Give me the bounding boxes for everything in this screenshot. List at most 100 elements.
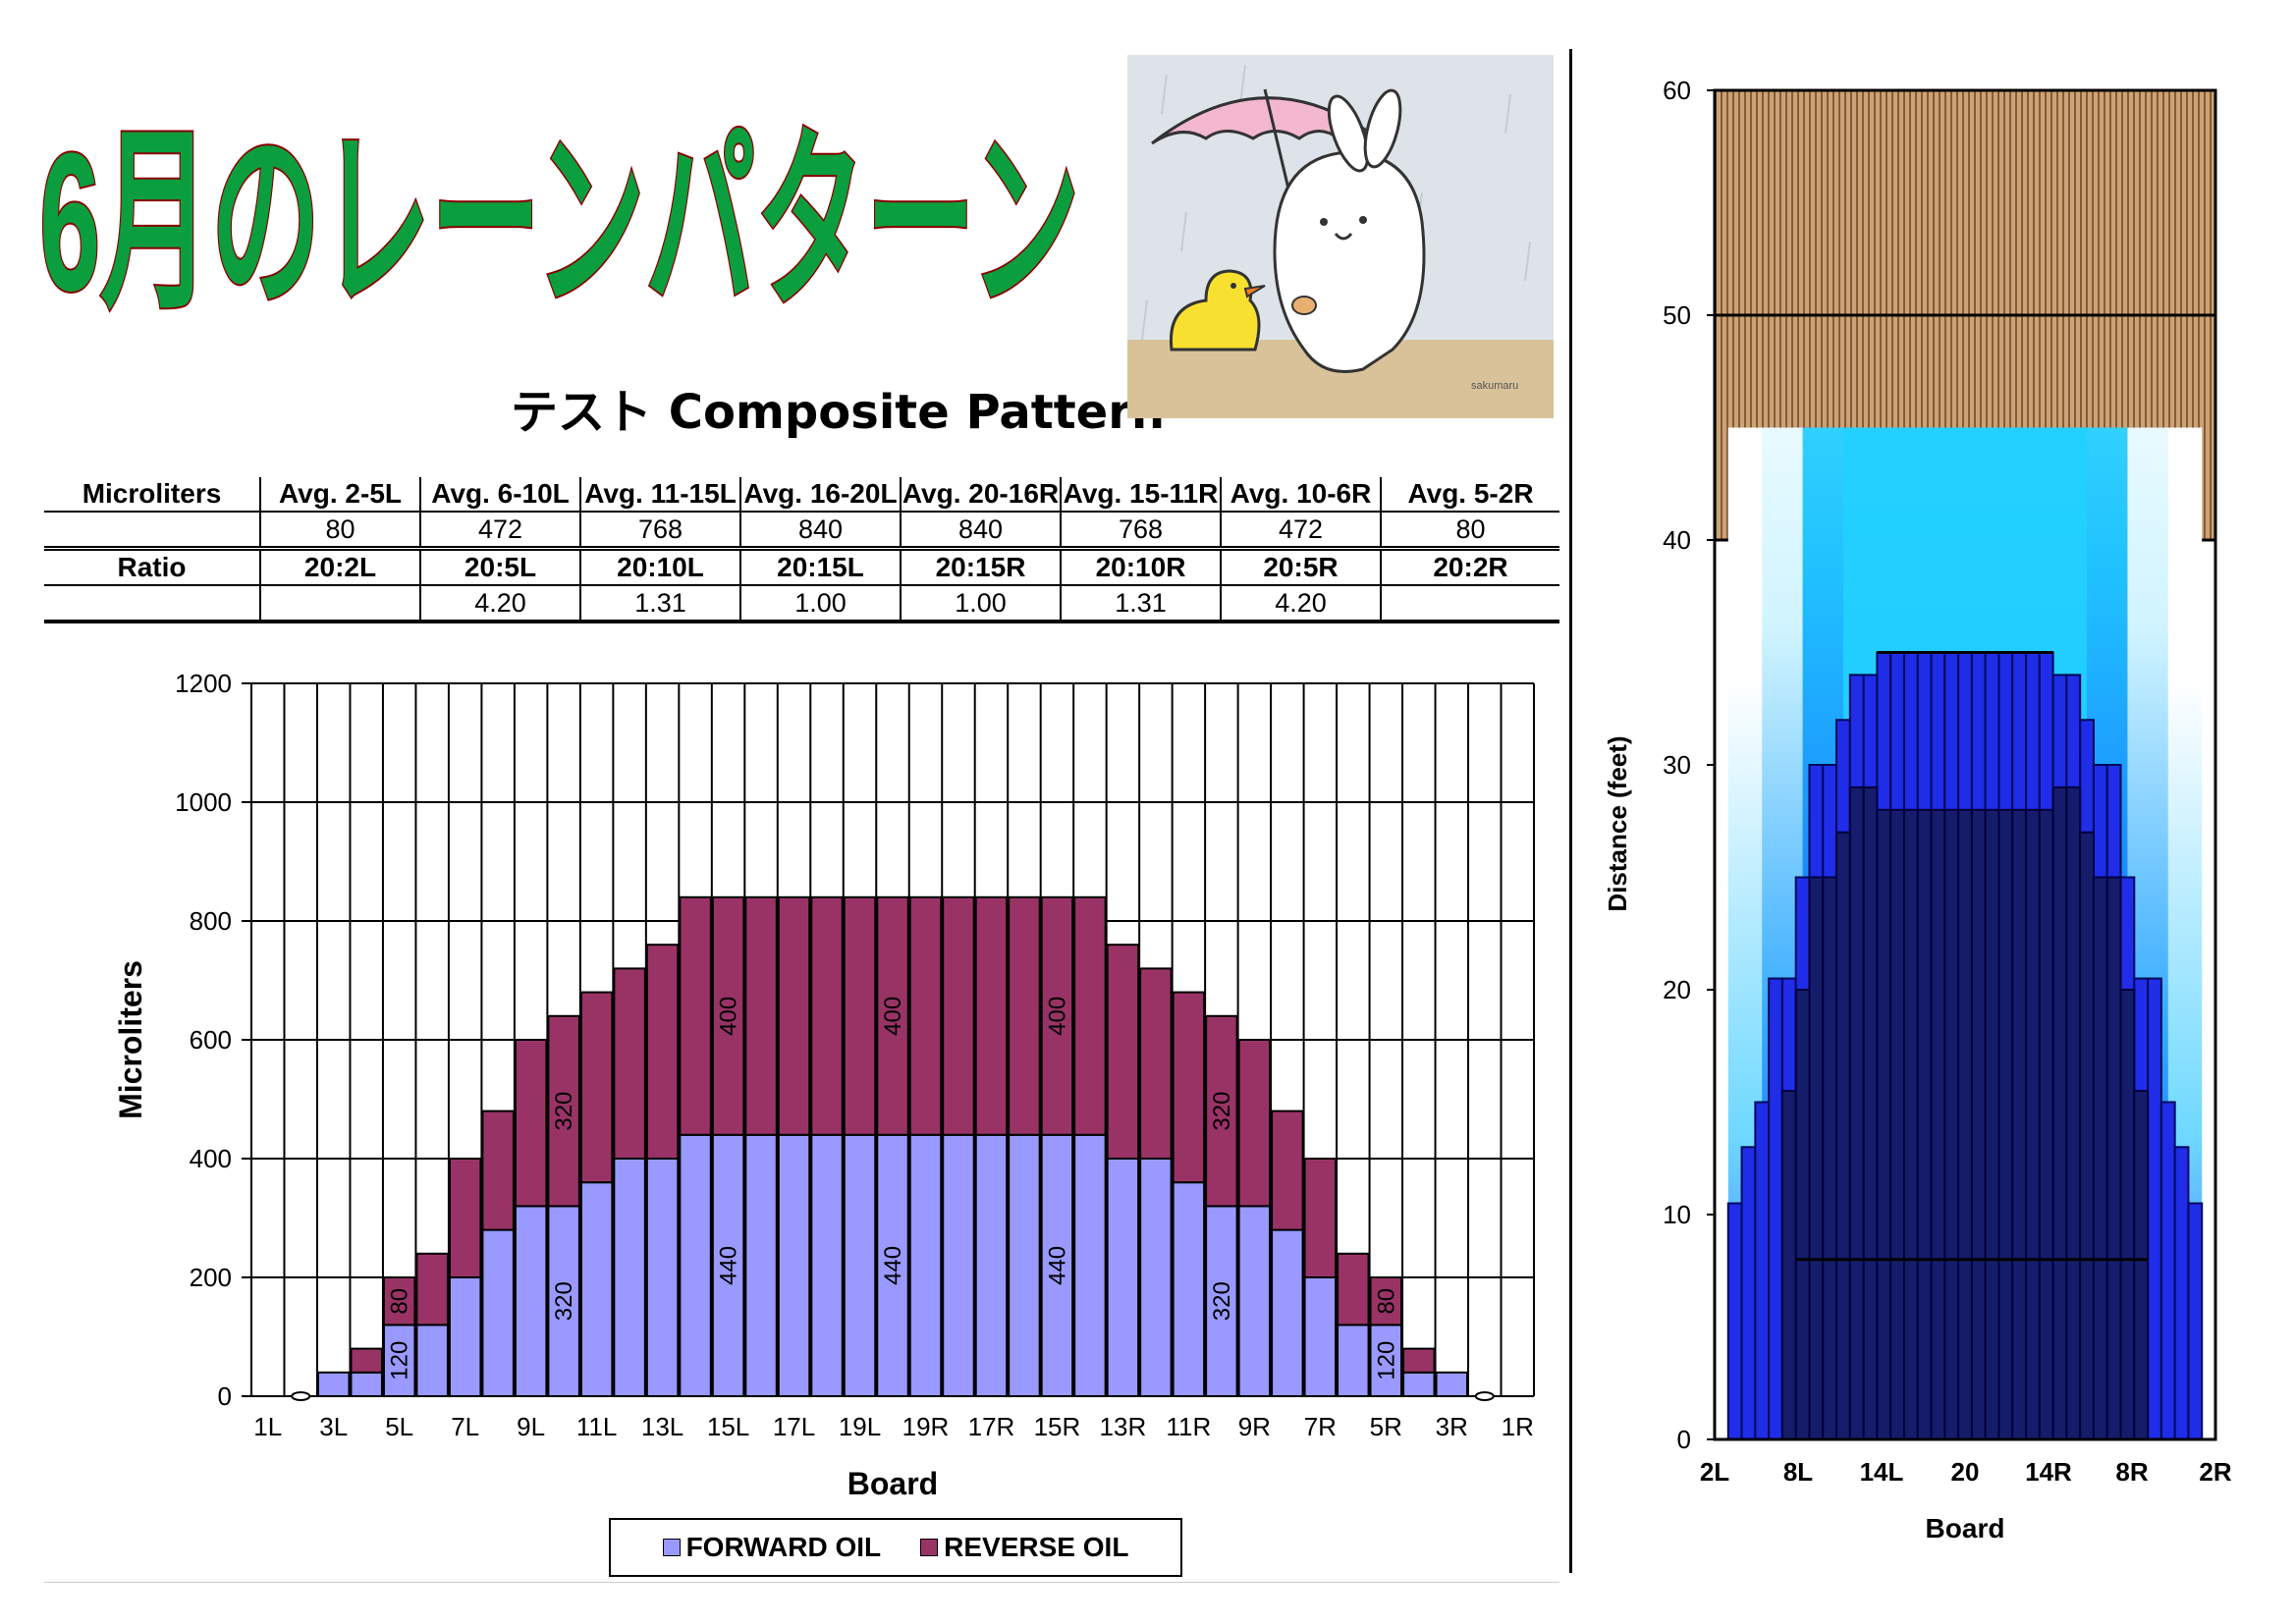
x-tick-label: 7R	[1304, 1412, 1337, 1441]
bar-reverse-oil	[481, 1110, 515, 1231]
table-header-cell: 20:5L	[420, 548, 581, 586]
data-label: 80	[387, 1288, 413, 1315]
page-title: 6月のレーンパターン	[39, 113, 1080, 332]
board-core-column	[2079, 831, 2095, 1440]
y-tick-label: 30	[1663, 750, 1691, 780]
board-oil-column	[1780, 977, 1797, 1440]
lane-base	[1715, 540, 2215, 1439]
board-oil-column	[1754, 1101, 1771, 1440]
bar-reverse-oil	[1106, 944, 1140, 1161]
board-oil-column	[2011, 651, 2028, 1440]
bar-reverse-oil	[514, 1039, 548, 1208]
data-label: 440	[716, 1246, 742, 1285]
bar-reverse-oil	[1172, 991, 1206, 1184]
board-oil-column	[1970, 651, 1987, 1440]
bar-reverse-oil	[810, 895, 844, 1136]
table-cell: 1.31	[580, 585, 741, 623]
bar-forward-oil	[744, 1133, 778, 1398]
bar-forward-oil	[415, 1324, 449, 1398]
x-tick-label: 14L	[1860, 1457, 1904, 1487]
x-tick-label: 14R	[2025, 1457, 2072, 1487]
table-cell: 840	[901, 512, 1062, 551]
table-cell: 768	[1061, 512, 1222, 551]
bar-reverse-oil	[415, 1252, 449, 1326]
legend-item-forward: FORWARD OIL	[662, 1532, 881, 1563]
bar-reverse-oil	[679, 895, 712, 1136]
table-header-cell: Ratio	[44, 548, 261, 586]
bar-reverse-oil	[1369, 1276, 1403, 1326]
board-core-column	[1889, 808, 1905, 1440]
svg-text:sakumaru: sakumaru	[1471, 380, 1518, 392]
board-oil-column	[1862, 674, 1879, 1440]
legend-label-reverse: REVERSE OIL	[944, 1532, 1129, 1562]
vertical-divider	[1569, 49, 1572, 1573]
board-core-column	[2011, 808, 2028, 1440]
bar-forward-oil	[316, 1371, 351, 1398]
bar-forward-oil	[382, 1324, 416, 1398]
bar-forward-oil	[942, 1133, 975, 1398]
stats-table: Microliters Avg. 2-5L Avg. 6-10L Avg. 11…	[44, 477, 1559, 623]
data-label: 400	[716, 997, 742, 1036]
table-cell: 4.20	[420, 585, 581, 623]
lane-wood-area	[1715, 90, 2215, 540]
table-header-cell: Avg. 16-20L	[740, 477, 902, 513]
board-oil-column	[1822, 764, 1838, 1440]
bar-forward-oil	[711, 1133, 745, 1398]
board-core-column	[1848, 785, 1865, 1440]
bar-reverse-oil	[1337, 1252, 1370, 1326]
x-tick-label: 2L	[1700, 1457, 1729, 1487]
data-label: 320	[1209, 1092, 1235, 1131]
board-oil-column	[1768, 977, 1783, 1440]
board-oil-column	[1943, 651, 1960, 1440]
table-header-cell: Avg. 11-15L	[580, 477, 741, 513]
bar-forward-oil	[1402, 1371, 1436, 1398]
bar-forward-oil	[448, 1276, 482, 1397]
bar-reverse-oil	[908, 895, 943, 1136]
bar-forward-oil	[908, 1133, 943, 1398]
y-tick-label: 60	[1663, 76, 1691, 105]
y-tick-label: 0	[218, 1381, 232, 1411]
table-header-cell: Avg. 10-6R	[1221, 477, 1382, 513]
board-oil-column	[2038, 651, 2054, 1440]
board-core-column	[1835, 831, 1851, 1440]
board-core-column	[2133, 1090, 2150, 1441]
bar-forward-oil	[547, 1205, 580, 1398]
bar-forward-oil	[613, 1158, 646, 1397]
board-core-column	[1876, 808, 1892, 1440]
data-label: 80	[1373, 1288, 1399, 1315]
table-header-cell: Avg. 6-10L	[420, 477, 581, 513]
bar-reverse-oil	[350, 1347, 383, 1374]
table-header-cell: 20:10R	[1061, 548, 1222, 586]
legend-swatch-reverse	[920, 1539, 939, 1556]
bar-reverse-oil	[876, 895, 909, 1136]
bar-forward-oil	[1303, 1276, 1338, 1397]
data-label: 120	[1373, 1341, 1399, 1380]
title-banner: 6月のレーンパターン	[39, 111, 1082, 334]
table-header-cell: 20:15R	[901, 548, 1062, 586]
x-tick-label: 15L	[707, 1412, 749, 1441]
bar-reverse-oil	[1402, 1347, 1436, 1374]
y-tick-label: 200	[190, 1263, 232, 1292]
board-oil-column	[1997, 651, 2014, 1440]
board-oil-column	[1794, 876, 1811, 1440]
board-oil-column	[1930, 651, 1946, 1440]
data-label: 400	[880, 997, 906, 1036]
x-axis-label: Board	[847, 1466, 938, 1501]
board-core-column	[1984, 808, 2000, 1440]
table-header-cell: 20:10L	[580, 548, 741, 586]
table-header-cell: Avg. 15-11R	[1061, 477, 1222, 513]
bar-forward-oil	[1237, 1205, 1272, 1398]
board-oil-column	[2147, 977, 2162, 1440]
data-label: 320	[551, 1092, 577, 1131]
y-tick-label: 50	[1663, 300, 1691, 330]
x-tick-label: 1R	[1502, 1412, 1534, 1441]
table-cell: 1.31	[1061, 585, 1222, 623]
bar-reverse-oil	[1040, 895, 1074, 1136]
table-header-row: Microliters Avg. 2-5L Avg. 6-10L Avg. 11…	[44, 477, 1559, 513]
bar-reverse-oil	[547, 1014, 580, 1208]
x-tick-label: 8R	[2115, 1457, 2148, 1487]
table-cell: 472	[420, 512, 581, 551]
bar-forward-oil	[579, 1181, 614, 1397]
bar-forward-oil	[1106, 1158, 1140, 1397]
board-oil-column	[2051, 674, 2068, 1440]
